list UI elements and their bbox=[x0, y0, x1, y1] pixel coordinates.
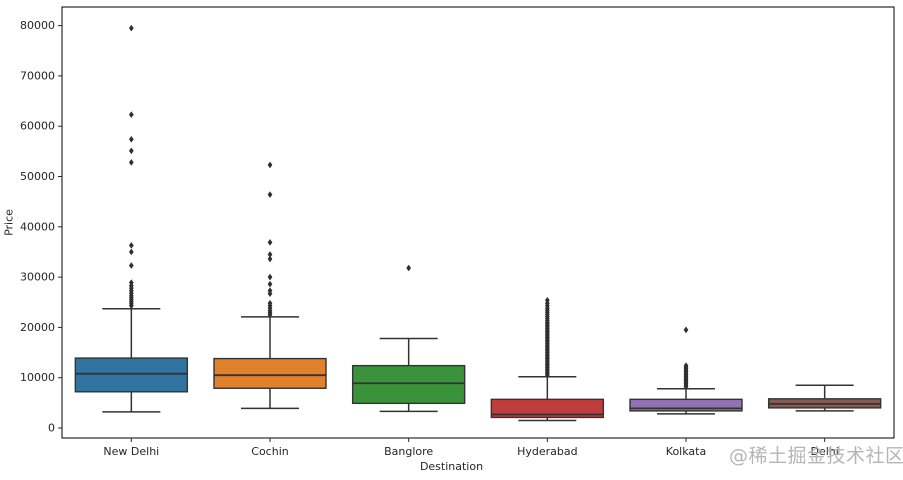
x-tick-label: New Delhi bbox=[103, 445, 159, 458]
outlier-New Delhi bbox=[128, 147, 134, 155]
outlier-Banglore bbox=[406, 264, 412, 272]
outlier-New Delhi bbox=[128, 24, 134, 32]
outlier-New Delhi bbox=[128, 262, 134, 269]
y-axis-label: Price bbox=[2, 209, 16, 236]
y-tick-label: 70000 bbox=[20, 69, 55, 82]
outlier-New Delhi bbox=[128, 279, 134, 287]
outlier-Hyderabad bbox=[544, 296, 550, 304]
y-tick-label: 80000 bbox=[20, 19, 55, 32]
x-tick-label: Cochin bbox=[251, 445, 288, 458]
x-tick-label: Kolkata bbox=[666, 445, 706, 458]
y-tick-label: 10000 bbox=[20, 371, 55, 384]
outlier-Cochin bbox=[267, 251, 273, 258]
box-Hyderabad bbox=[490, 398, 605, 419]
y-tick-label: 20000 bbox=[20, 321, 55, 334]
outlier-New Delhi bbox=[128, 248, 134, 256]
y-tick-label: 0 bbox=[48, 422, 55, 435]
y-tick-label: 60000 bbox=[20, 120, 55, 133]
outlier-New Delhi bbox=[128, 158, 134, 166]
y-tick-label: 30000 bbox=[20, 271, 55, 284]
y-tick-label: 40000 bbox=[20, 220, 55, 233]
axes-frame bbox=[61, 6, 895, 439]
outlier-Cochin bbox=[267, 299, 273, 307]
outlier-Cochin bbox=[267, 255, 273, 263]
x-axis-label: Destination bbox=[419, 460, 484, 473]
y-tick-label: 50000 bbox=[20, 170, 55, 183]
outlier-Cochin bbox=[267, 191, 273, 199]
outlier-New Delhi bbox=[128, 135, 134, 143]
outlier-New Delhi bbox=[128, 111, 134, 119]
x-tick-label: Hyderabad bbox=[517, 445, 578, 458]
outlier-Cochin bbox=[267, 280, 273, 288]
outlier-Cochin bbox=[267, 238, 273, 246]
outlier-New Delhi bbox=[128, 241, 134, 249]
box-Kolkata bbox=[629, 398, 743, 412]
outlier-Cochin bbox=[267, 287, 273, 295]
outlier-Cochin bbox=[267, 273, 273, 281]
box-Banglore bbox=[351, 364, 466, 405]
outlier-Cochin bbox=[267, 161, 273, 169]
outlier-Kolkata bbox=[683, 362, 689, 370]
outlier-Kolkata bbox=[683, 326, 689, 334]
box-Cochin bbox=[213, 357, 327, 389]
x-tick-label: Banglore bbox=[384, 445, 433, 458]
x-tick-label: Delhi bbox=[811, 445, 839, 458]
box-New Delhi bbox=[74, 357, 189, 393]
